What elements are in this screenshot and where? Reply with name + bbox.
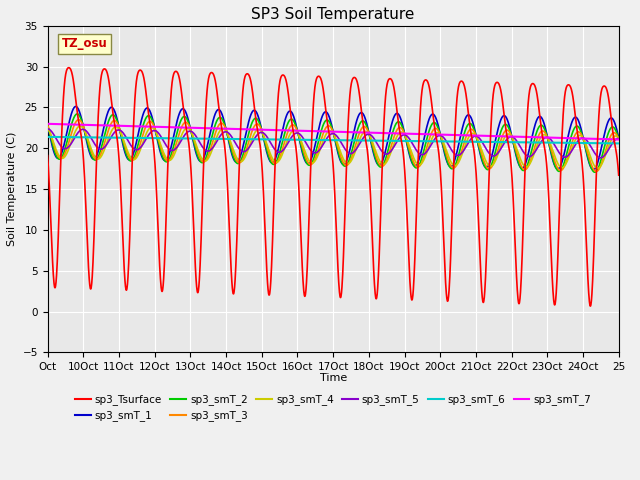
sp3_smT_6 [615, 141, 623, 146]
sp3_smT_4 [101, 145, 109, 151]
sp3_smT_3 [101, 139, 109, 144]
Title: SP3 Soil Temperature: SP3 Soil Temperature [252, 7, 415, 22]
sp3_smT_3 [44, 122, 51, 128]
sp3_Tsurface [615, 172, 623, 178]
sp3_smT_7 [538, 134, 545, 140]
sp3_smT_3 [592, 168, 600, 174]
sp3_smT_1 [589, 167, 597, 173]
sp3_smT_5 [367, 132, 375, 138]
sp3_smT_3 [368, 139, 376, 144]
sp3_smT_7 [100, 122, 108, 128]
Text: TZ_osu: TZ_osu [62, 37, 108, 50]
sp3_Tsurface [506, 146, 513, 152]
sp3_smT_3 [506, 129, 513, 135]
sp3_smT_5 [505, 134, 513, 140]
Y-axis label: Soil Temperature (C): Soil Temperature (C) [7, 132, 17, 246]
Line: sp3_smT_2: sp3_smT_2 [47, 114, 619, 172]
sp3_smT_5 [607, 143, 614, 149]
sp3_smT_4 [615, 136, 623, 142]
sp3_smT_4 [594, 166, 602, 171]
sp3_smT_3 [538, 129, 545, 134]
sp3_smT_1 [72, 104, 80, 109]
Line: sp3_Tsurface: sp3_Tsurface [47, 68, 619, 306]
sp3_smT_5 [44, 126, 51, 132]
sp3_smT_1 [368, 143, 376, 148]
sp3_smT_5 [538, 139, 545, 144]
sp3_smT_5 [100, 144, 108, 150]
sp3_smT_5 [596, 155, 604, 161]
sp3_smT_5 [615, 136, 623, 142]
sp3_smT_6 [100, 135, 108, 141]
sp3_smT_7 [615, 137, 623, 143]
Line: sp3_smT_3: sp3_smT_3 [47, 120, 619, 171]
sp3_smT_7 [505, 133, 513, 139]
sp3_smT_2 [368, 141, 376, 147]
sp3_smT_1 [607, 115, 615, 121]
sp3_Tsurface [44, 153, 51, 158]
sp3_smT_7 [367, 130, 375, 135]
sp3_smT_3 [224, 132, 232, 138]
sp3_smT_1 [506, 123, 513, 129]
Line: sp3_smT_5: sp3_smT_5 [47, 129, 619, 158]
Line: sp3_smT_6: sp3_smT_6 [47, 137, 619, 144]
sp3_smT_4 [76, 123, 84, 129]
sp3_smT_6 [607, 141, 614, 146]
sp3_smT_6 [505, 139, 513, 145]
sp3_smT_2 [101, 131, 109, 137]
X-axis label: Time: Time [319, 373, 347, 384]
sp3_smT_3 [607, 132, 615, 138]
sp3_Tsurface [607, 114, 615, 120]
sp3_smT_6 [538, 140, 545, 145]
sp3_smT_6 [44, 134, 51, 140]
sp3_smT_2 [44, 122, 51, 128]
sp3_Tsurface [65, 65, 72, 71]
sp3_smT_1 [615, 135, 623, 141]
sp3_smT_7 [224, 126, 232, 132]
sp3_smT_4 [607, 138, 615, 144]
sp3_Tsurface [101, 66, 109, 72]
sp3_smT_5 [224, 130, 232, 135]
sp3_Tsurface [368, 221, 376, 227]
sp3_smT_2 [224, 134, 232, 140]
sp3_smT_2 [73, 111, 81, 117]
Line: sp3_smT_4: sp3_smT_4 [47, 126, 619, 168]
sp3_smT_6 [367, 138, 375, 144]
sp3_smT_4 [368, 137, 376, 143]
sp3_smT_6 [224, 136, 232, 142]
sp3_smT_4 [224, 132, 232, 138]
Line: sp3_smT_1: sp3_smT_1 [47, 107, 619, 170]
sp3_smT_2 [607, 125, 615, 131]
sp3_smT_1 [44, 122, 51, 128]
sp3_smT_1 [538, 115, 545, 120]
sp3_smT_7 [44, 121, 51, 127]
sp3_Tsurface [224, 197, 232, 203]
sp3_smT_3 [615, 136, 623, 142]
sp3_smT_3 [75, 117, 83, 122]
Line: sp3_smT_7: sp3_smT_7 [47, 124, 619, 140]
sp3_smT_1 [224, 136, 232, 142]
sp3_Tsurface [538, 127, 545, 133]
sp3_smT_2 [615, 136, 623, 142]
sp3_smT_4 [506, 132, 513, 137]
sp3_smT_4 [44, 125, 51, 131]
sp3_smT_7 [607, 136, 614, 142]
sp3_smT_2 [538, 122, 545, 128]
sp3_smT_4 [538, 133, 545, 139]
sp3_smT_1 [101, 120, 109, 126]
sp3_smT_2 [591, 169, 598, 175]
sp3_smT_2 [506, 126, 513, 132]
sp3_Tsurface [587, 303, 595, 309]
Legend: sp3_Tsurface, sp3_smT_1, sp3_smT_2, sp3_smT_3, sp3_smT_4, sp3_smT_5, sp3_smT_6, : sp3_Tsurface, sp3_smT_1, sp3_smT_2, sp3_… [71, 390, 595, 426]
